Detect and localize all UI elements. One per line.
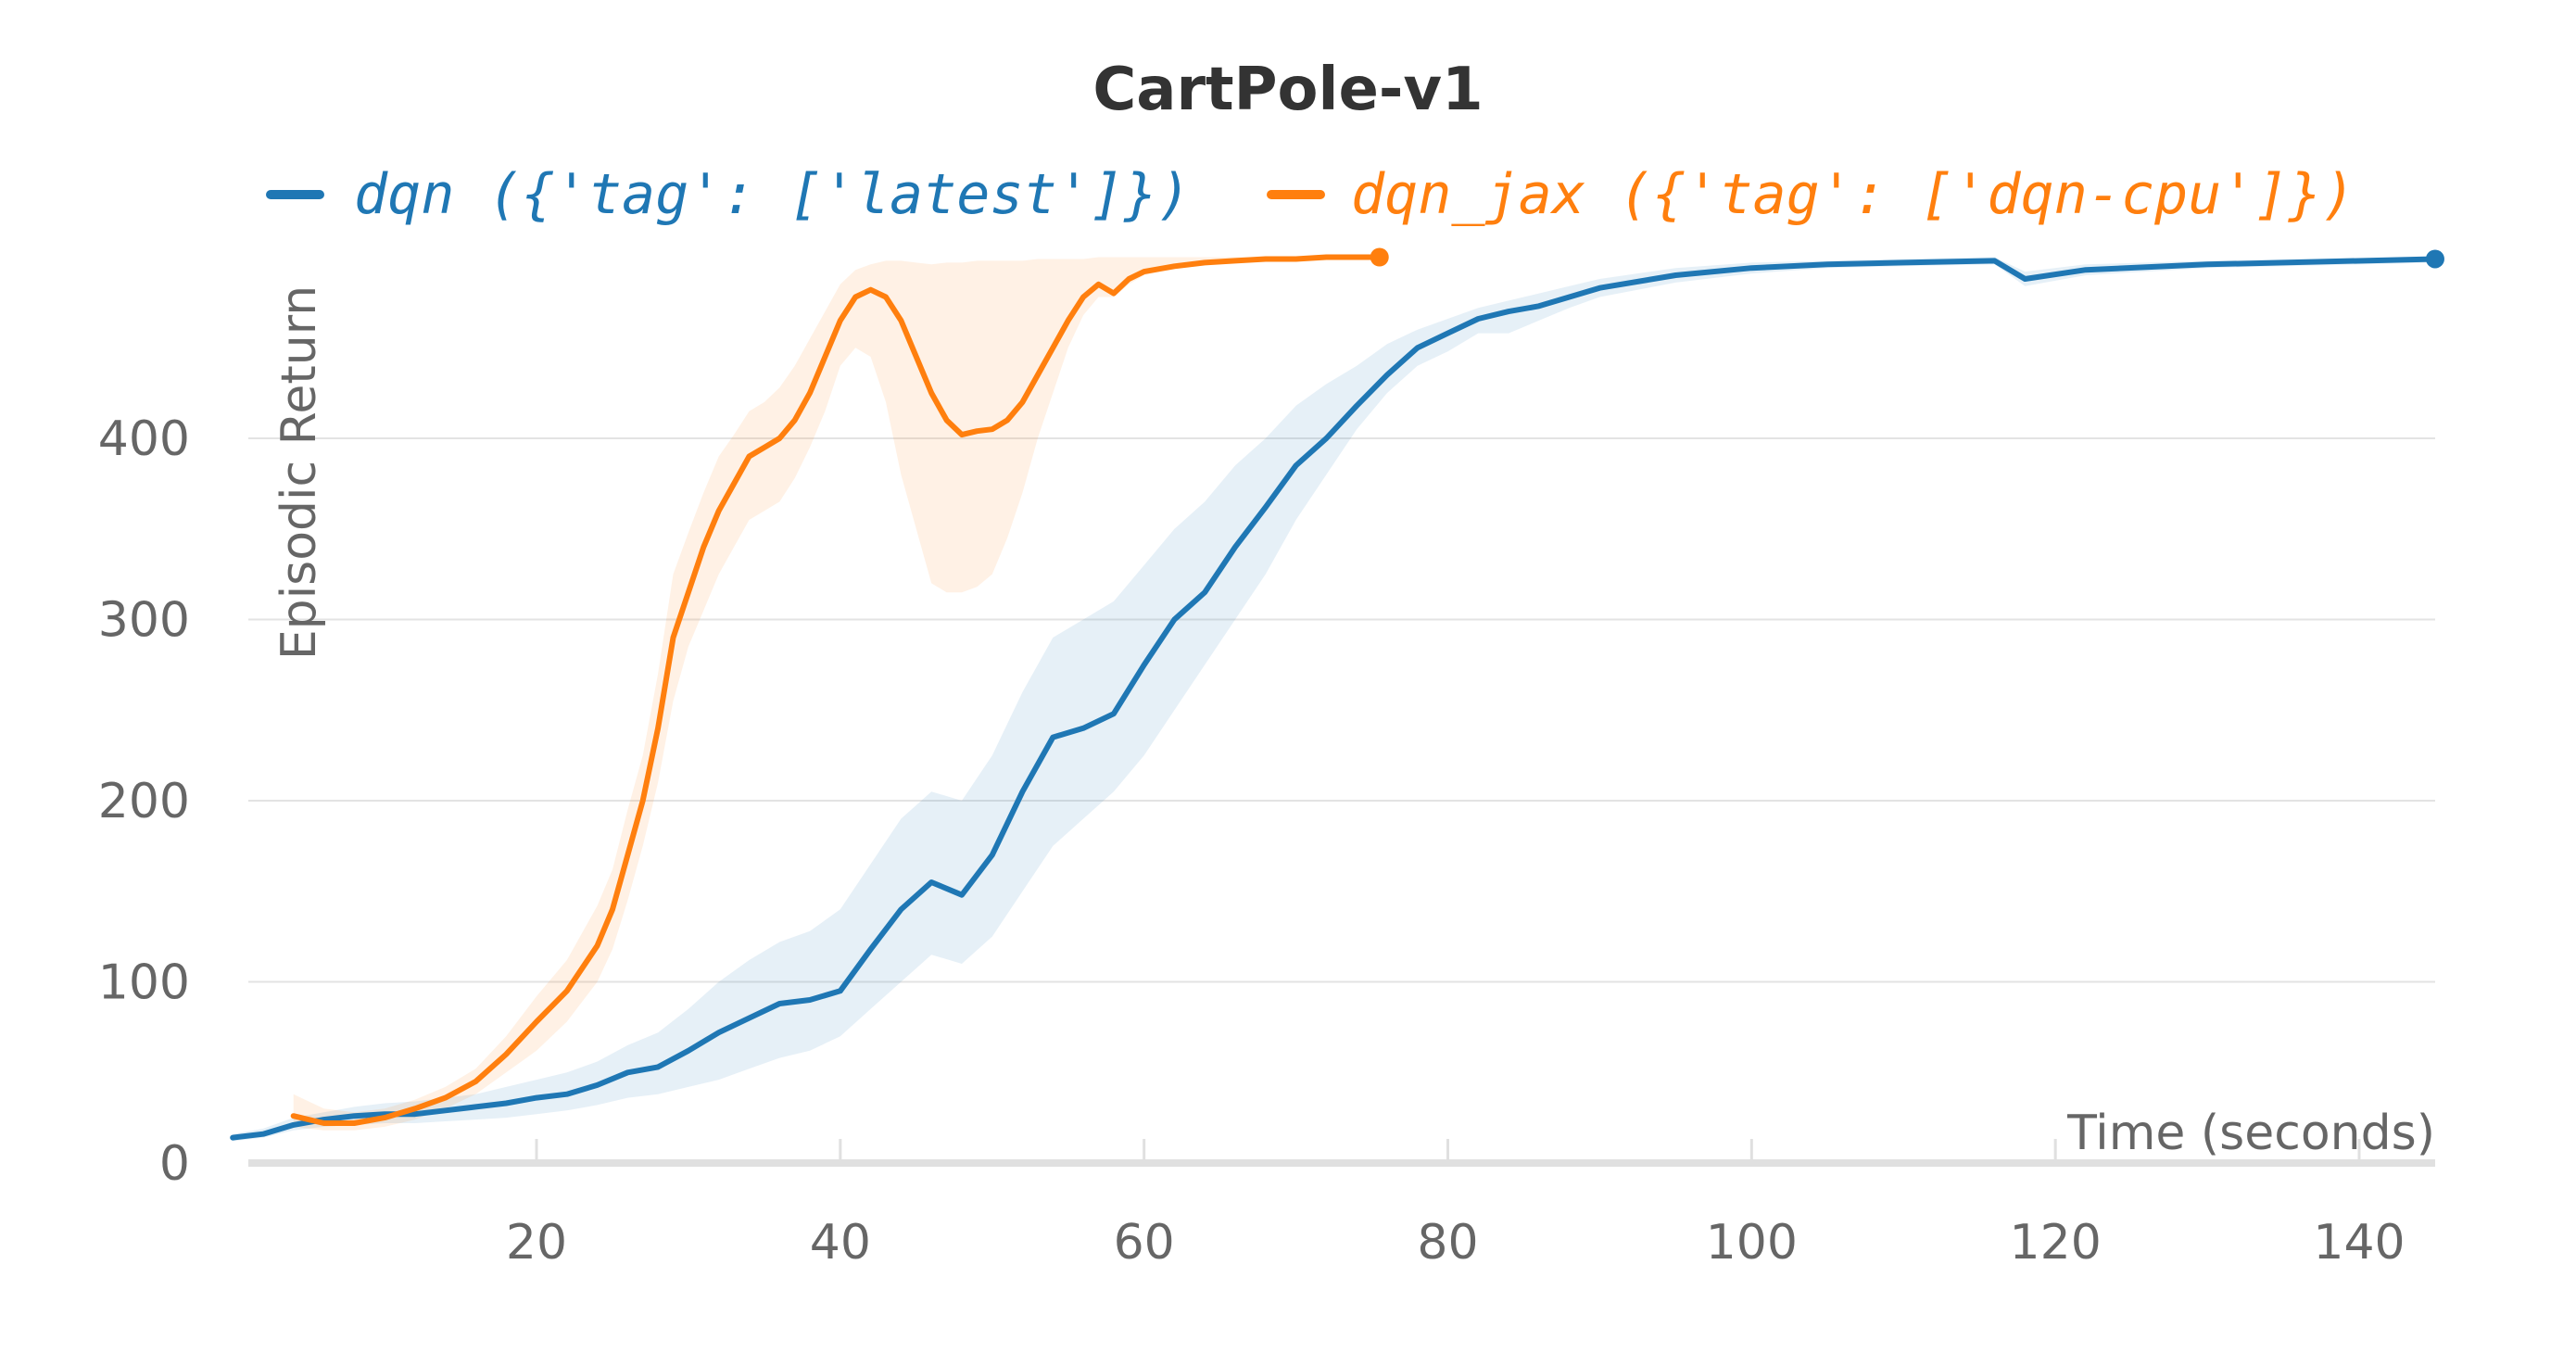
y-tick-label: 300 bbox=[98, 593, 190, 649]
x-tick-label: 140 bbox=[2313, 1215, 2405, 1271]
confidence-bands bbox=[233, 257, 2436, 1142]
legend: dqn ({'tag': ['latest']}) dqn_jax ({'tag… bbox=[266, 162, 2355, 227]
legend-label-dqn-jax: dqn_jax ({'tag': ['dqn-cpu']}) bbox=[1351, 162, 2355, 227]
grid bbox=[248, 437, 2435, 983]
series-line-1 bbox=[290, 254, 1383, 1126]
y-tick-label: 200 bbox=[98, 774, 190, 829]
x-tick-label: 40 bbox=[810, 1215, 871, 1271]
axes: 0 100 200 300 400 20 40 60 80 100 120 140 bbox=[98, 411, 2435, 1271]
y-tick-label: 100 bbox=[98, 955, 190, 1011]
x-tick-label: 100 bbox=[1706, 1215, 1798, 1271]
x-tick-label: 20 bbox=[506, 1215, 567, 1271]
legend-label-dqn: dqn ({'tag': ['latest']}) bbox=[354, 162, 1191, 227]
x-tick-label: 80 bbox=[1417, 1215, 1478, 1271]
x-tick-label: 120 bbox=[2010, 1215, 2102, 1271]
y-tick-label: 400 bbox=[98, 411, 190, 467]
chart-title: CartPole-v1 bbox=[1092, 56, 1483, 124]
x-axis-label: Time (seconds) bbox=[2066, 1106, 2435, 1161]
series-endpoint-1 bbox=[1370, 247, 1389, 267]
x-tick-label: 60 bbox=[1114, 1215, 1175, 1271]
series-endpoint-0 bbox=[2425, 249, 2444, 269]
y-axis-label: Episodic Return bbox=[271, 285, 327, 660]
series-line-0 bbox=[230, 256, 2438, 1141]
series-lines bbox=[230, 247, 2444, 1141]
y-tick-label: 0 bbox=[159, 1136, 190, 1192]
